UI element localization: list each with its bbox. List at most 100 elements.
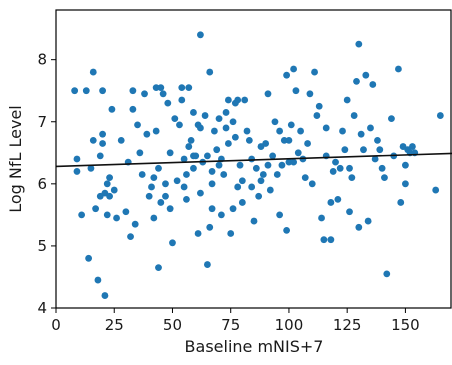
data-point (353, 78, 360, 85)
data-point (180, 155, 188, 163)
data-point (287, 121, 295, 129)
data-point (194, 230, 202, 237)
data-point (127, 233, 134, 241)
data-point (285, 136, 293, 144)
data-point (208, 180, 216, 188)
data-point (376, 146, 384, 154)
data-point (73, 168, 81, 175)
data-point (320, 236, 328, 244)
data-point (87, 164, 95, 172)
data-point (283, 71, 291, 79)
data-point (269, 152, 277, 160)
x-tick-label: 150 (391, 316, 420, 334)
data-point (346, 208, 353, 216)
data-point (255, 192, 263, 200)
data-point (327, 236, 335, 244)
data-point (276, 211, 284, 219)
data-point (208, 168, 216, 175)
data-point (381, 174, 388, 182)
data-point (402, 161, 409, 169)
data-point (262, 140, 270, 147)
data-point (367, 124, 374, 132)
data-point (241, 96, 249, 104)
data-point (157, 84, 165, 91)
y-tick-label: 6 (37, 175, 47, 193)
data-point (224, 140, 232, 147)
data-point (222, 109, 230, 116)
data-point (346, 164, 353, 172)
data-point (99, 130, 106, 138)
data-point (236, 161, 244, 169)
data-point (162, 180, 169, 188)
data-point (315, 102, 323, 110)
data-point (73, 155, 81, 163)
data-point (173, 177, 181, 185)
data-point (360, 146, 367, 154)
data-point (122, 208, 130, 216)
data-point (129, 87, 137, 95)
data-point (409, 143, 416, 150)
data-point (138, 171, 146, 178)
data-point (92, 205, 99, 213)
data-point (339, 127, 346, 135)
data-point (264, 90, 272, 98)
data-point (294, 149, 302, 157)
data-point (150, 174, 158, 182)
data-point (106, 174, 113, 182)
data-point (432, 186, 440, 194)
data-point (238, 199, 246, 206)
data-point (166, 205, 174, 213)
data-point (248, 183, 256, 191)
data-point (290, 65, 297, 73)
data-point (436, 112, 444, 119)
data-point (171, 115, 179, 123)
data-point (155, 264, 162, 272)
x-tick-label: 75 (221, 316, 240, 334)
x-tick-label: 100 (275, 316, 304, 334)
data-point (332, 158, 339, 166)
data-point (185, 143, 193, 150)
data-point (89, 68, 97, 76)
data-point (318, 214, 325, 222)
data-point (166, 149, 174, 157)
data-point (285, 158, 293, 166)
data-point (99, 87, 106, 95)
data-point (220, 171, 228, 178)
data-point (180, 183, 188, 191)
data-point (150, 214, 158, 222)
y-tick-label: 4 (37, 299, 47, 317)
data-point (85, 254, 93, 262)
data-point (362, 71, 370, 79)
data-point (383, 270, 391, 278)
data-point (164, 99, 172, 107)
data-point (169, 239, 176, 247)
data-point (250, 217, 258, 225)
data-point (280, 136, 288, 144)
data-point (402, 180, 409, 188)
data-point (192, 152, 200, 160)
data-point (224, 96, 232, 104)
data-point (113, 214, 120, 222)
data-point (148, 183, 155, 191)
data-point (278, 161, 286, 169)
data-point (110, 186, 118, 194)
data-point (292, 87, 300, 95)
data-point (229, 205, 237, 213)
data-point (308, 180, 316, 188)
data-point (271, 118, 279, 126)
data-point (96, 152, 104, 160)
data-point (364, 217, 372, 225)
data-point (89, 136, 97, 144)
y-tick-label: 5 (37, 237, 47, 255)
data-point (162, 192, 169, 200)
data-point (355, 223, 363, 231)
data-point (322, 124, 330, 132)
data-point (152, 84, 160, 91)
data-point (229, 118, 237, 126)
data-point (176, 121, 183, 129)
data-point (187, 136, 195, 144)
data-point (252, 164, 260, 172)
data-point (304, 140, 311, 147)
data-point (348, 174, 356, 182)
